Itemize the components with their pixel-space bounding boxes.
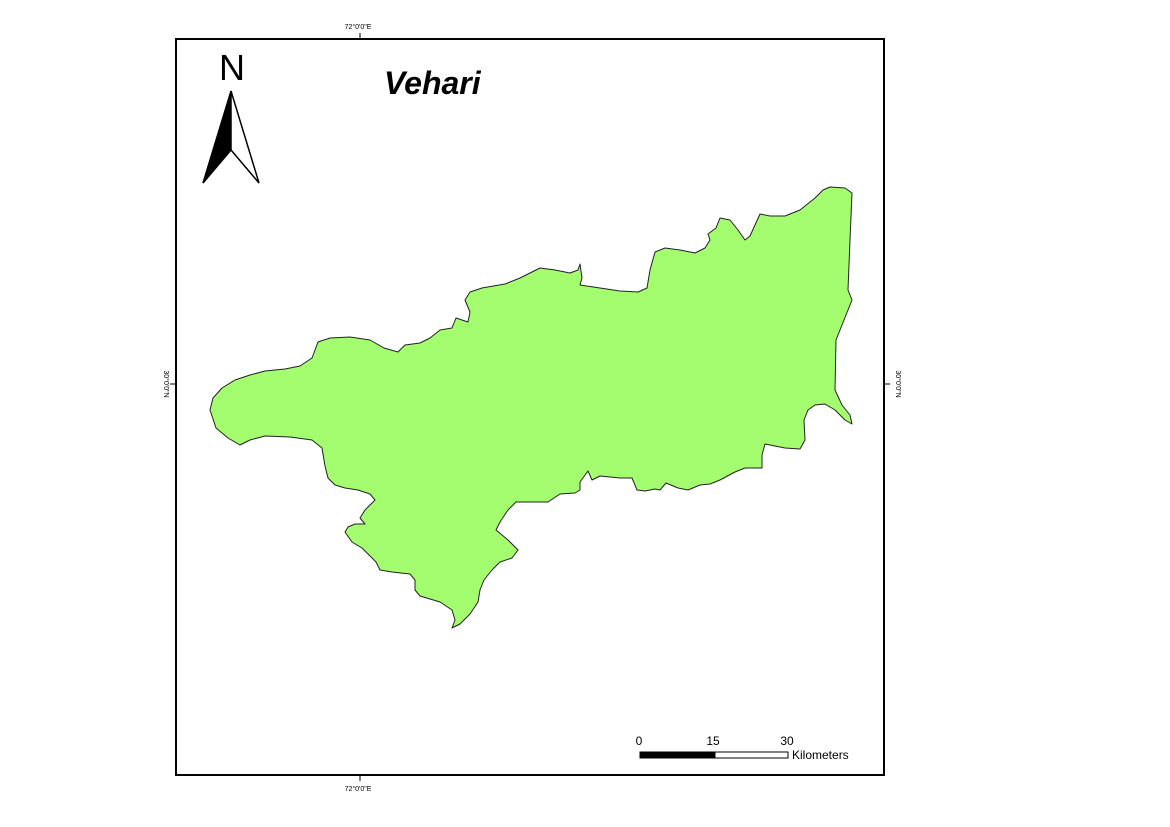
north-arrow-right-half: [230, 90, 260, 184]
scale-bar-segment-1: [639, 751, 716, 759]
scale-bar-segment-2: [714, 751, 789, 759]
scale-bar-tick-15: 15: [706, 734, 720, 748]
scale-bar-tick-30: 30: [780, 734, 794, 748]
north-arrow-letter: N: [219, 47, 245, 88]
scale-bar: 0 15 30 Kilometers: [636, 734, 849, 762]
scale-bar-tick-0: 0: [636, 734, 643, 748]
graticule-label-top: 72°0'0"E: [345, 23, 372, 31]
graticule-label-left: 30°0'0"N: [162, 370, 170, 397]
scale-bar-unit: Kilometers: [792, 748, 849, 762]
graticule-label-bottom: 72°0'0"E: [345, 785, 372, 793]
vehari-district-polygon: [209, 186, 853, 629]
map-title: Vehari: [384, 65, 482, 101]
north-arrow-icon: N: [202, 47, 260, 184]
graticule-label-right: 30°0'0"N: [894, 370, 902, 397]
